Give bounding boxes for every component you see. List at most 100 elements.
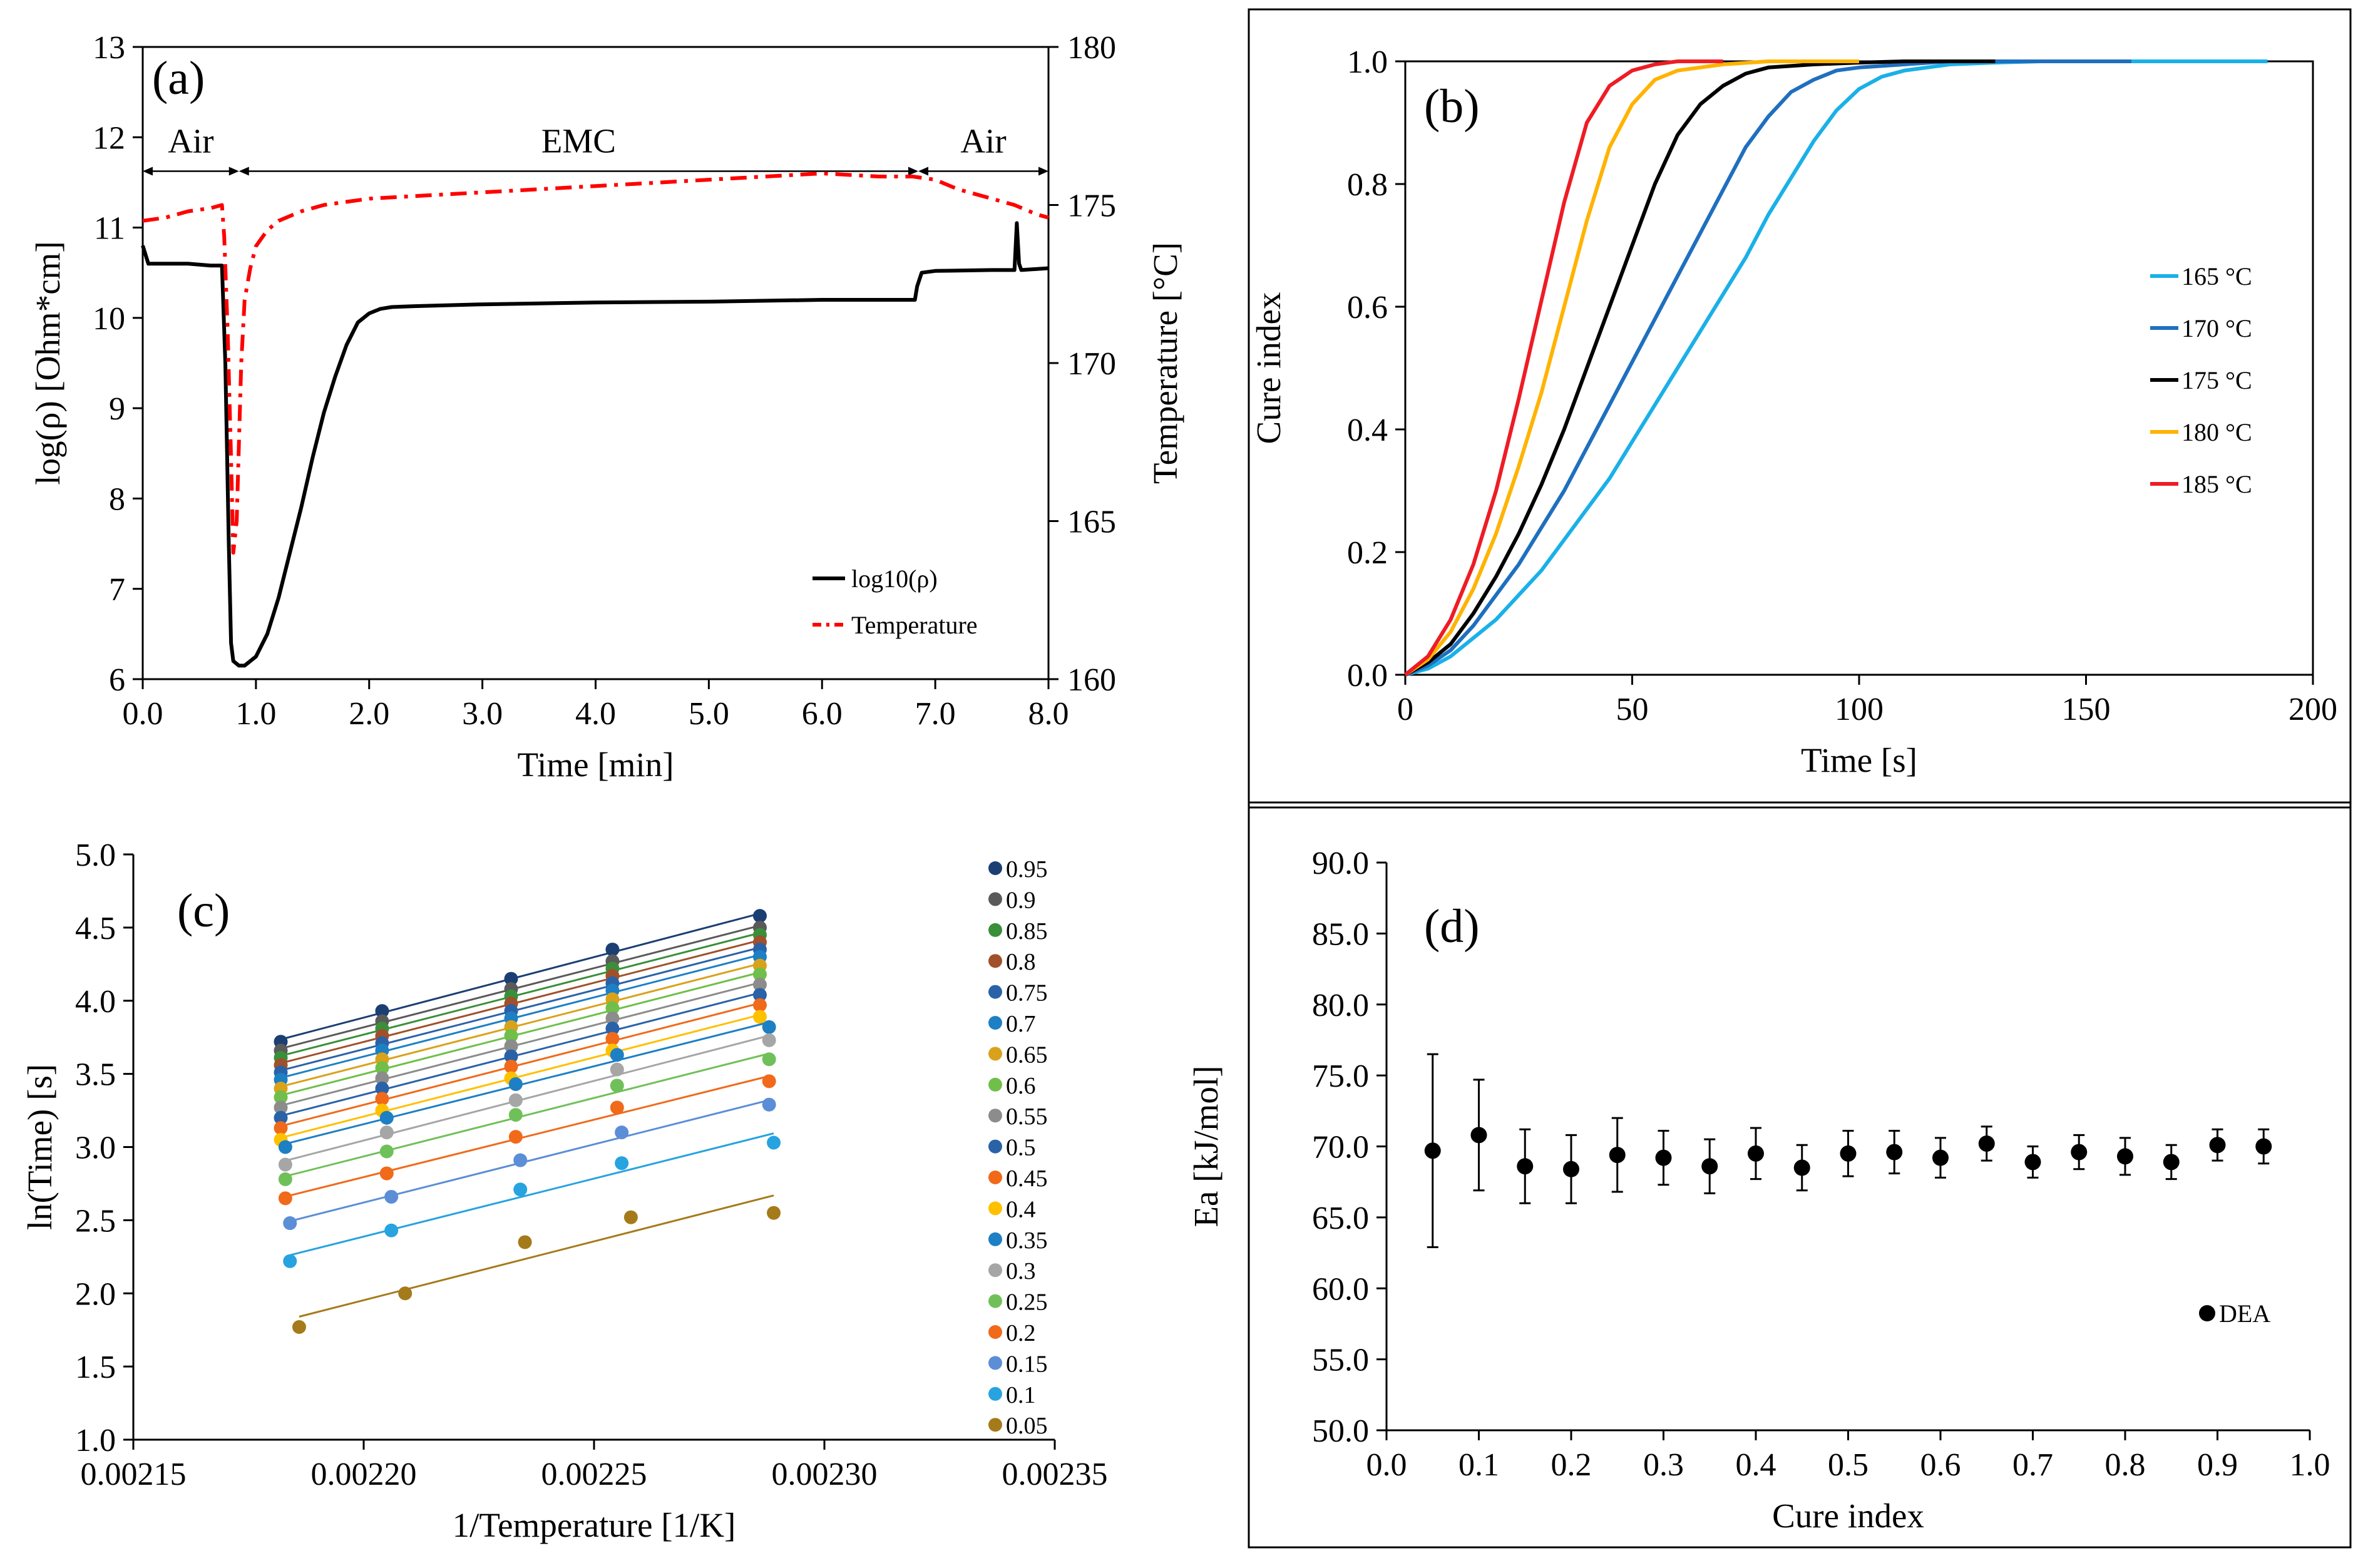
data-point	[762, 1033, 776, 1047]
legend-label: 0.4	[1006, 1196, 1036, 1222]
y-axis-title: log(ρ) [Ohm*cm]	[29, 241, 67, 484]
data-point	[274, 1110, 288, 1125]
data-point	[610, 1100, 624, 1115]
legend-marker	[988, 892, 1002, 906]
x-tick-label: 0.00230	[772, 1457, 878, 1492]
legend-label: 170 °C	[2181, 314, 2252, 342]
legend-marker	[988, 1386, 1002, 1401]
data-point	[1470, 1127, 1487, 1144]
y-tick-label: 9	[109, 391, 125, 427]
legend-label: 0.9	[1006, 887, 1036, 913]
fit-line-12	[285, 1021, 770, 1145]
data-point	[623, 1210, 638, 1224]
x-tick-label: 0.00225	[541, 1457, 647, 1492]
y-tick-label: 1.0	[75, 1423, 116, 1458]
legend-marker	[988, 985, 1002, 999]
legend-label: 175 °C	[2181, 366, 2252, 394]
x-tick-label: 7.0	[915, 696, 956, 732]
legend-label: 0.85	[1006, 918, 1048, 945]
y-tick-label: 0.8	[1347, 167, 1388, 203]
x-tick-label: 4.0	[575, 696, 616, 732]
data-point	[508, 1108, 523, 1122]
data-point	[1655, 1149, 1672, 1166]
data-point	[504, 1039, 518, 1053]
fit-line-3	[280, 939, 761, 1064]
data-point	[504, 971, 518, 986]
data-point	[504, 1059, 518, 1074]
data-point	[274, 1121, 288, 1135]
region-label: Air	[168, 122, 213, 160]
y-tick-label: 85.0	[1312, 916, 1369, 952]
data-point	[1563, 1161, 1579, 1177]
legend-marker	[988, 954, 1002, 968]
legend-marker	[988, 1047, 1002, 1061]
y-tick-label: 10	[93, 301, 125, 337]
data-point	[2117, 1148, 2133, 1165]
legend-label: 0.45	[1006, 1166, 1048, 1192]
data-point	[605, 1022, 620, 1036]
fit-line-18	[299, 1194, 774, 1318]
panel-label: (d)	[1424, 900, 1480, 953]
y-axis-title: Ea [kJ/mol]	[1187, 1065, 1225, 1227]
y-tick-label: 4.0	[75, 984, 116, 1020]
y2-axis-title: Temperature [°C]	[1146, 242, 1184, 484]
y-tick-label: 2.5	[75, 1203, 116, 1239]
data-point	[504, 1049, 518, 1063]
legend-marker	[2199, 1305, 2215, 1321]
data-point	[752, 988, 767, 1002]
data-point	[1932, 1149, 1949, 1166]
series-line-0	[141, 221, 1049, 668]
legend-marker	[988, 1077, 1002, 1092]
x-tick-label: 200	[2289, 692, 2337, 727]
data-point	[379, 1110, 394, 1125]
y-tick-label: 60.0	[1312, 1271, 1369, 1307]
x-tick-label: 0.9	[2197, 1447, 2238, 1483]
legend-marker	[988, 1263, 1002, 1278]
data-point	[610, 1048, 624, 1062]
data-point	[504, 1028, 518, 1043]
data-point	[2163, 1154, 2180, 1171]
data-point	[2209, 1137, 2226, 1154]
x-tick-label: 0.2	[1551, 1447, 1592, 1483]
data-point	[379, 1125, 394, 1140]
fit-line-7	[280, 971, 761, 1097]
region-arrowhead	[228, 167, 239, 176]
legend-marker	[988, 923, 1002, 937]
data-point	[2024, 1154, 2041, 1171]
x-tick-label: 1.0	[235, 696, 276, 732]
y-tick-label: 8	[109, 481, 125, 517]
x-tick-label: 0.5	[1828, 1447, 1868, 1483]
y-tick-label: 80.0	[1312, 988, 1369, 1023]
panel-c: 0.00215 0.00220 0.00225 0.00230 0.00235 1.0 1.…	[21, 838, 1108, 1544]
data-point	[1609, 1147, 1626, 1164]
region-label: Air	[960, 122, 1006, 160]
y-tick-label: 55.0	[1312, 1343, 1369, 1378]
legend-marker	[988, 1016, 1002, 1030]
x-axis-title: Cure index	[1772, 1497, 1924, 1535]
legend-label: 0.55	[1006, 1104, 1048, 1130]
legend-label: 180 °C	[2181, 418, 2252, 446]
data-point	[605, 1032, 620, 1046]
panel-border	[1248, 8, 2352, 809]
x-tick-label: 0.3	[1643, 1447, 1684, 1483]
legend-marker	[988, 1294, 1002, 1308]
y-tick-label: 1.5	[75, 1350, 116, 1385]
legend-label: 0.6	[1006, 1073, 1036, 1099]
legend-label: 0.7	[1006, 1011, 1036, 1037]
region-arrowhead	[143, 167, 153, 176]
data-point	[762, 1020, 776, 1034]
data-point	[384, 1223, 399, 1237]
x-tick-label: 0.8	[2105, 1447, 2146, 1483]
y-tick-label: 50.0	[1312, 1413, 1369, 1449]
y-tick-label: 13	[93, 30, 125, 66]
data-point	[513, 1182, 528, 1197]
series-line-3	[1404, 59, 1859, 677]
fit-line-8	[280, 981, 761, 1107]
data-point	[605, 942, 620, 956]
x-tick-label: 8.0	[1028, 696, 1069, 732]
data-point	[767, 1135, 781, 1150]
y-tick-label: 5.0	[75, 838, 116, 873]
data-point	[278, 1191, 292, 1206]
data-point	[278, 1140, 292, 1154]
